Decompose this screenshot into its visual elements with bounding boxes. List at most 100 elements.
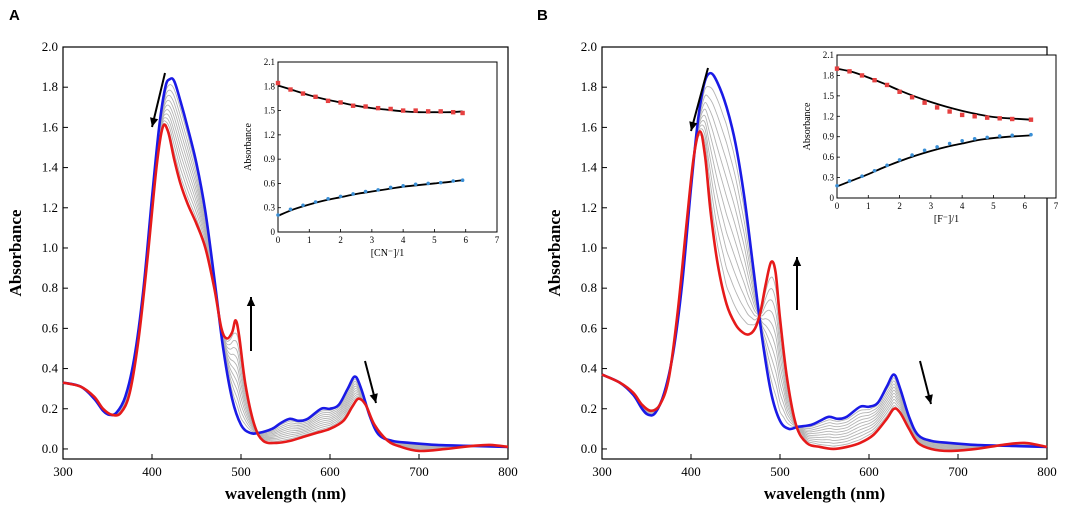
- inset-y-tick-label: 2.1: [823, 50, 834, 60]
- inset-x-tick-label: 2: [338, 235, 343, 245]
- inset-point-growth: [313, 200, 318, 204]
- y-tick-label: 0.0: [42, 441, 58, 456]
- trend-arrow-1-head: [150, 117, 159, 127]
- y-tick-label: 0.8: [581, 280, 597, 295]
- x-axis-label: wavelength (nm): [764, 484, 885, 503]
- x-tick-label: 400: [142, 464, 162, 479]
- x-tick-label: 800: [498, 464, 518, 479]
- inset-point-decay: [897, 89, 902, 94]
- inset-y-tick-label: 0: [271, 227, 276, 237]
- y-tick-label: 0.0: [581, 441, 597, 456]
- inset-y-tick-label: 0.9: [264, 154, 276, 164]
- inset-point-decay: [413, 108, 418, 113]
- inset-x-tick-label: 3: [370, 235, 375, 245]
- inset-y-tick-label: 0.6: [264, 178, 276, 188]
- y-tick-label: 1.2: [581, 200, 597, 215]
- trend-arrow-3-head: [924, 394, 933, 404]
- x-tick-label: 600: [859, 464, 879, 479]
- y-tick-label: 0.2: [42, 401, 58, 416]
- panel-label: A: [9, 7, 20, 24]
- inset-point-growth: [985, 135, 989, 140]
- inset-x-tick-label: 0: [835, 201, 840, 211]
- series-end-line: [601, 130, 1048, 453]
- inset-point-growth: [835, 183, 839, 188]
- inset-point-growth: [276, 213, 280, 217]
- x-tick-label: 700: [409, 464, 429, 479]
- inset-point-growth: [860, 174, 864, 179]
- inset-point-growth: [960, 139, 964, 143]
- inset-point-decay: [922, 100, 927, 105]
- trend-arrow-1-shaft: [151, 72, 166, 128]
- inset-point-decay: [834, 66, 840, 71]
- inset-point-decay: [313, 94, 318, 100]
- inset-point-decay: [934, 105, 940, 110]
- inset-point-decay: [388, 106, 393, 112]
- y-tick-label: 2.0: [581, 39, 597, 54]
- inset-chart: 0 1 2 3 4 5 6 7 0 0.3 0.6 0.9 1.2 1.5 1.8 2.1 [F⁻]/1 Abso…: [802, 50, 1059, 225]
- inset-x-tick-label: 5: [991, 201, 996, 211]
- inset-point-decay: [338, 100, 343, 105]
- inset-point-growth: [460, 178, 465, 182]
- trend-arrow-2: [246, 297, 256, 351]
- inset-point-growth: [326, 197, 330, 201]
- y-tick-label: 1.8: [42, 79, 58, 94]
- inset-point-growth: [351, 192, 355, 196]
- inset-y-tick-label: 1.2: [264, 130, 275, 140]
- inset-point-decay: [363, 104, 368, 109]
- inset-point-growth: [897, 158, 902, 162]
- trend-arrow-1-head: [689, 121, 698, 131]
- inset-point-growth: [910, 153, 914, 157]
- inset-x-tick-label: 2: [897, 201, 902, 211]
- inset-y-tick-label: 2.1: [264, 57, 275, 67]
- inset-point-decay: [972, 114, 977, 119]
- inset-frame: [836, 54, 1057, 199]
- inset-x-axis-label: [F⁻]/1: [934, 214, 959, 225]
- y-tick-label: 1.8: [581, 79, 597, 94]
- inset-point-growth: [885, 163, 889, 168]
- inset-point-decay: [325, 98, 331, 104]
- x-tick-label: 400: [681, 464, 701, 479]
- inset-y-tick-label: 0.9: [823, 132, 835, 142]
- inset-fit-line-decay: [277, 84, 463, 114]
- y-axis-label: Absorbance: [6, 209, 25, 296]
- inset-y-axis-label: Absorbance: [243, 123, 254, 171]
- y-tick-label: 0.6: [581, 320, 598, 335]
- inset-point-growth: [847, 179, 852, 183]
- inset-point-growth: [301, 203, 305, 208]
- inset-point-growth: [872, 168, 877, 173]
- inset-y-tick-label: 0: [830, 193, 835, 203]
- inset-fit-line-growth: [277, 179, 463, 217]
- inset-point-growth: [288, 207, 293, 212]
- inset-x-tick-label: 7: [1054, 201, 1059, 211]
- inset-point-growth: [922, 148, 927, 153]
- trend-arrow-2-head: [246, 297, 256, 306]
- y-tick-label: 0.4: [42, 361, 59, 376]
- y-axis-label: Absorbance: [545, 209, 564, 296]
- x-tick-label: 800: [1037, 464, 1057, 479]
- inset-point-decay: [859, 73, 865, 78]
- inset-point-decay: [947, 109, 952, 114]
- inset-x-tick-label: 3: [929, 201, 934, 211]
- inset-point-growth: [363, 189, 368, 194]
- inset-point-growth: [1010, 133, 1014, 138]
- inset-x-tick-label: 4: [401, 235, 406, 245]
- inset-point-growth: [1029, 132, 1033, 137]
- y-tick-label: 1.4: [42, 160, 59, 175]
- inset-point-growth: [947, 141, 952, 146]
- inset-point-decay: [872, 77, 877, 83]
- panel-label: B: [537, 7, 548, 24]
- x-tick-label: 700: [948, 464, 968, 479]
- inset-y-tick-label: 1.5: [264, 106, 276, 116]
- y-tick-label: 0.2: [581, 401, 597, 416]
- y-tick-label: 1.4: [581, 160, 598, 175]
- inset-x-tick-label: 1: [307, 235, 312, 245]
- y-tick-label: 1.2: [42, 200, 58, 215]
- inset-x-tick-label: 0: [276, 235, 281, 245]
- inset-point-decay: [997, 116, 1002, 121]
- inset-y-tick-label: 1.8: [823, 70, 835, 80]
- inset-point-growth: [997, 134, 1002, 138]
- inset-point-growth: [438, 180, 443, 185]
- trend-arrow-1-shaft: [690, 67, 709, 132]
